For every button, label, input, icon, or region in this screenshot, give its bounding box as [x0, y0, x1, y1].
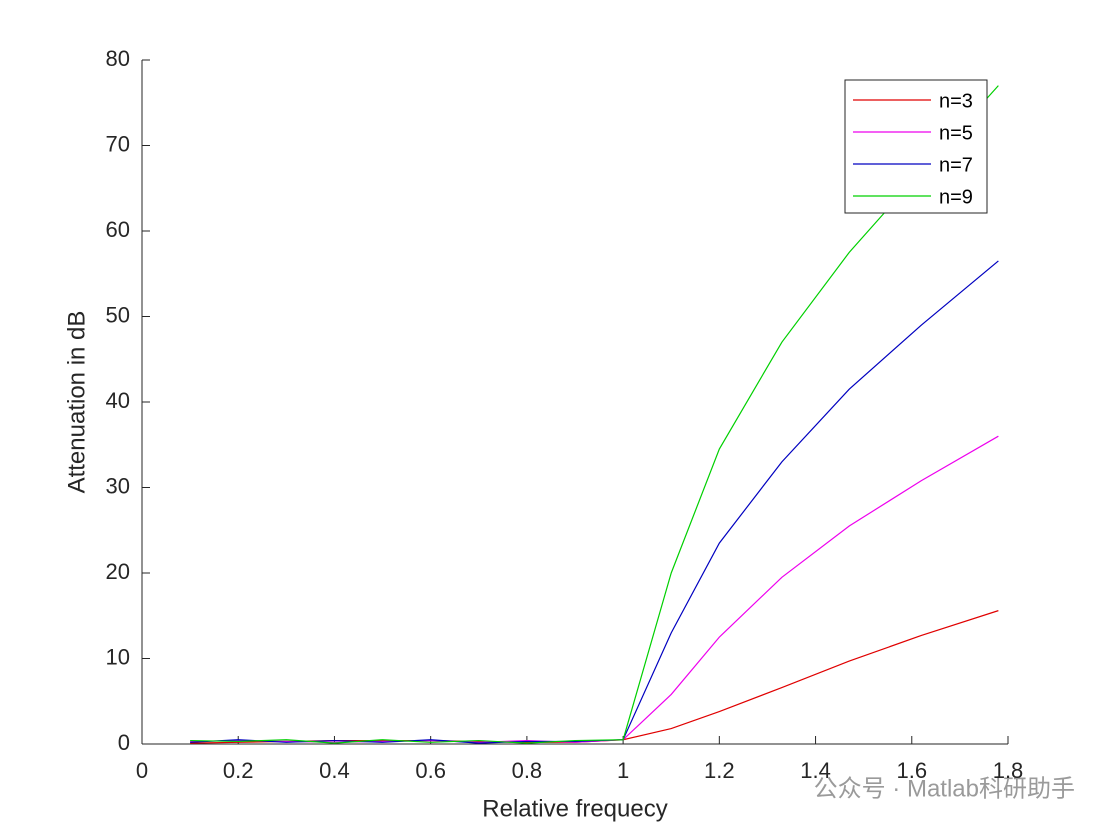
y-tick-label: 0: [118, 730, 130, 755]
x-tick-label: 1.6: [896, 758, 927, 783]
y-tick-label: 10: [106, 644, 130, 669]
y-tick-label: 20: [106, 559, 130, 584]
legend-label: n=9: [939, 186, 973, 208]
series-line: [190, 260, 999, 744]
legend-label: n=3: [939, 90, 973, 112]
x-tick-label: 0.2: [223, 758, 254, 783]
x-tick-label: 0: [136, 758, 148, 783]
y-tick-label: 60: [106, 217, 130, 242]
series-line: [190, 85, 999, 744]
legend-box: [844, 79, 988, 214]
x-tick-label: 0.6: [415, 758, 446, 783]
series-line: [190, 435, 999, 743]
series-line: [190, 610, 999, 744]
legend-label: n=7: [939, 154, 973, 176]
watermark: 公众号 · Matlab科研助手: [814, 775, 1075, 802]
y-tick-label: 80: [106, 46, 130, 71]
x-tick-label: 1.8: [993, 758, 1024, 783]
x-tick-label: 0.4: [319, 758, 350, 783]
x-tick-label: 1: [617, 758, 629, 783]
legend-label: n=5: [939, 122, 973, 144]
y-tick-label: 30: [106, 473, 130, 498]
x-tick-label: 1.2: [704, 758, 735, 783]
y-tick-label: 40: [106, 388, 130, 413]
y-axis-label: Attenuation in dB: [63, 311, 90, 494]
x-tick-label: 0.8: [512, 758, 543, 783]
y-tick-label: 50: [106, 302, 130, 327]
y-tick-label: 70: [106, 131, 130, 156]
x-axis-label: Relative frequecy: [482, 795, 667, 822]
x-tick-label: 1.4: [800, 758, 831, 783]
